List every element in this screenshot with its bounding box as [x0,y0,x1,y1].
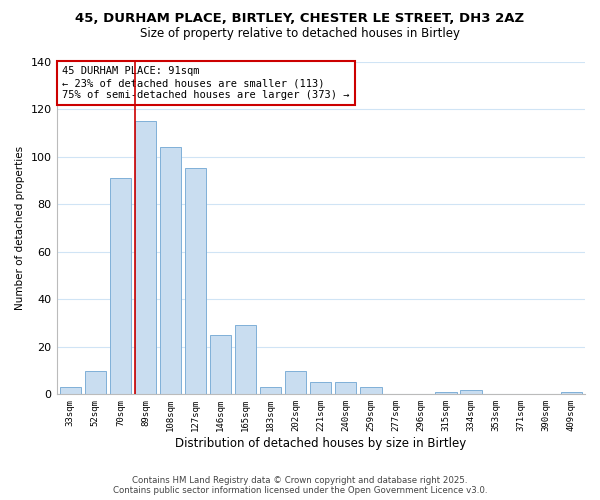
Bar [285,370,307,394]
Bar [135,121,156,394]
Text: 45, DURHAM PLACE, BIRTLEY, CHESTER LE STREET, DH3 2AZ: 45, DURHAM PLACE, BIRTLEY, CHESTER LE ST… [76,12,524,26]
Bar [360,387,382,394]
Bar [110,178,131,394]
Bar [335,382,356,394]
Bar [210,335,231,394]
X-axis label: Distribution of detached houses by size in Birtley: Distribution of detached houses by size … [175,437,466,450]
Bar [260,387,281,394]
Bar [185,168,206,394]
Bar [436,392,457,394]
Bar [560,392,582,394]
Bar [460,390,482,394]
Text: 45 DURHAM PLACE: 91sqm
← 23% of detached houses are smaller (113)
75% of semi-de: 45 DURHAM PLACE: 91sqm ← 23% of detached… [62,66,349,100]
Bar [59,387,81,394]
Text: Size of property relative to detached houses in Birtley: Size of property relative to detached ho… [140,28,460,40]
Text: Contains HM Land Registry data © Crown copyright and database right 2025.
Contai: Contains HM Land Registry data © Crown c… [113,476,487,495]
Bar [85,370,106,394]
Bar [310,382,331,394]
Y-axis label: Number of detached properties: Number of detached properties [15,146,25,310]
Bar [235,326,256,394]
Bar [160,147,181,394]
